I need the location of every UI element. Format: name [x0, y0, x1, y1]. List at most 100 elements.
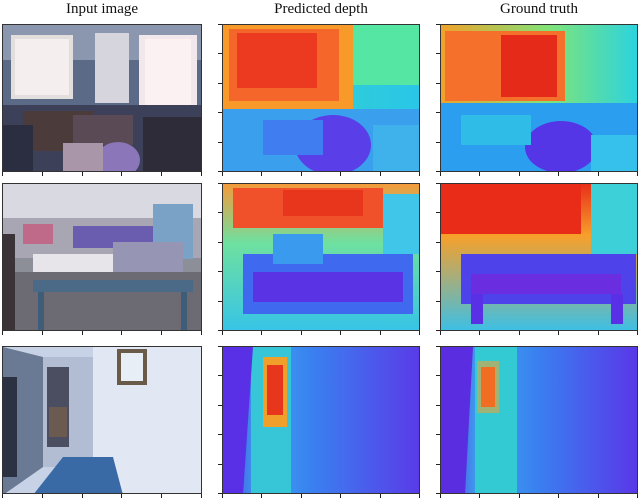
x-tick	[42, 494, 43, 498]
x-tick	[637, 172, 638, 176]
x-tick	[380, 331, 381, 335]
x-tick	[222, 331, 223, 335]
x-tick	[519, 494, 520, 498]
y-tick	[436, 434, 440, 435]
x-tick	[121, 494, 122, 498]
x-tick	[301, 494, 302, 498]
y-tick	[436, 212, 440, 213]
row2-input-image	[2, 183, 202, 331]
y-tick	[218, 53, 222, 54]
x-tick	[340, 331, 341, 335]
y-tick	[218, 171, 222, 172]
x-tick	[2, 331, 3, 335]
column-title-ground-truth: Ground truth	[500, 1, 578, 17]
x-tick	[419, 494, 420, 498]
y-tick	[218, 212, 222, 213]
x-tick	[598, 331, 599, 335]
x-tick	[479, 172, 480, 176]
x-tick	[380, 494, 381, 498]
y-tick	[218, 83, 222, 84]
y-tick	[218, 301, 222, 302]
row3-predicted-depth	[222, 346, 420, 494]
x-tick	[222, 494, 223, 498]
y-tick	[436, 301, 440, 302]
x-tick	[201, 494, 202, 498]
y-tick	[436, 142, 440, 143]
x-tick	[440, 494, 441, 498]
x-tick	[2, 172, 3, 176]
x-tick	[479, 331, 480, 335]
x-tick	[380, 172, 381, 176]
column-title-input: Input image	[65, 1, 139, 17]
x-tick	[201, 172, 202, 176]
row1-input-image	[2, 24, 202, 172]
x-tick	[201, 331, 202, 335]
x-tick	[261, 172, 262, 176]
y-tick	[218, 434, 222, 435]
x-tick	[2, 494, 3, 498]
x-tick	[558, 331, 559, 335]
x-tick	[261, 494, 262, 498]
y-tick	[218, 112, 222, 113]
y-tick	[436, 346, 440, 347]
row1-ground-truth	[440, 24, 638, 172]
x-tick	[419, 331, 420, 335]
y-tick	[436, 375, 440, 376]
y-tick	[218, 405, 222, 406]
x-tick	[558, 172, 559, 176]
x-tick	[161, 172, 162, 176]
x-tick	[598, 172, 599, 176]
y-tick	[436, 242, 440, 243]
x-tick	[637, 331, 638, 335]
x-tick	[222, 172, 223, 176]
column-title-predicted: Predicted depth	[274, 1, 368, 17]
row2-ground-truth	[440, 183, 638, 331]
x-tick	[42, 331, 43, 335]
y-tick	[218, 493, 222, 494]
y-tick	[218, 346, 222, 347]
y-tick	[436, 405, 440, 406]
x-tick	[301, 172, 302, 176]
x-tick	[479, 494, 480, 498]
y-tick	[436, 53, 440, 54]
y-tick	[218, 242, 222, 243]
y-tick	[436, 24, 440, 25]
y-tick	[218, 330, 222, 331]
x-tick	[558, 494, 559, 498]
x-tick	[598, 494, 599, 498]
row3-ground-truth	[440, 346, 638, 494]
x-tick	[261, 331, 262, 335]
y-tick	[436, 330, 440, 331]
y-tick	[436, 464, 440, 465]
x-tick	[82, 172, 83, 176]
row2-predicted-depth	[222, 183, 420, 331]
y-tick	[436, 171, 440, 172]
x-tick	[419, 172, 420, 176]
x-tick	[637, 494, 638, 498]
x-tick	[161, 331, 162, 335]
y-tick	[436, 493, 440, 494]
row3-input-image	[2, 346, 202, 494]
y-tick	[218, 142, 222, 143]
x-tick	[121, 172, 122, 176]
x-tick	[121, 331, 122, 335]
x-tick	[161, 494, 162, 498]
x-tick	[519, 331, 520, 335]
x-tick	[340, 494, 341, 498]
row1-predicted-depth	[222, 24, 420, 172]
y-tick	[218, 24, 222, 25]
x-tick	[440, 172, 441, 176]
y-tick	[218, 464, 222, 465]
x-tick	[301, 331, 302, 335]
x-tick	[440, 331, 441, 335]
x-tick	[82, 331, 83, 335]
y-tick	[436, 183, 440, 184]
y-tick	[218, 271, 222, 272]
x-tick	[42, 172, 43, 176]
y-tick	[218, 375, 222, 376]
x-tick	[519, 172, 520, 176]
y-tick	[218, 183, 222, 184]
y-tick	[436, 83, 440, 84]
x-tick	[82, 494, 83, 498]
y-tick	[436, 112, 440, 113]
